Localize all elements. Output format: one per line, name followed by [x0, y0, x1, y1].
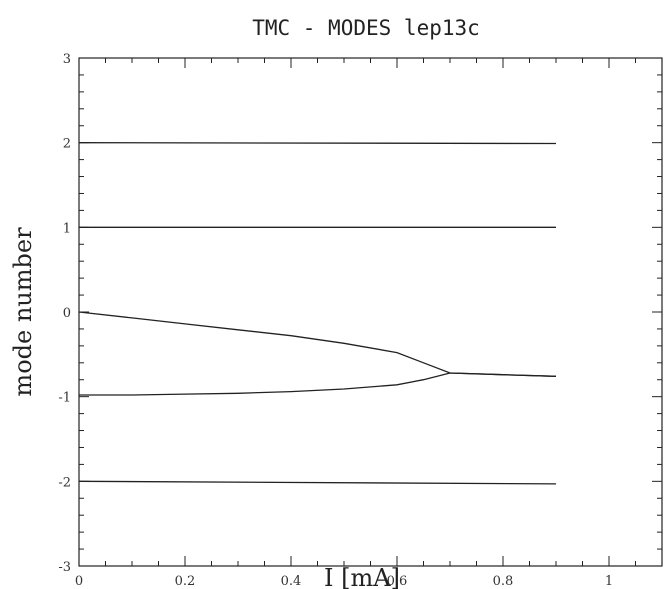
y-tick-label: -3 [58, 560, 71, 575]
x-axis-label: I [mA] [324, 564, 400, 589]
y-tick-label: 0 [63, 306, 71, 321]
y-axis-label: mode number [9, 227, 37, 397]
x-tick-label: 1 [605, 574, 613, 589]
x-tick-label: 0 [75, 574, 83, 589]
plot-frame [78, 57, 663, 567]
series-line-3 [78, 311, 557, 377]
y-tick-label: 1 [63, 221, 71, 236]
x-tick-label: 0.2 [175, 574, 196, 589]
series-line-4 [79, 372, 557, 396]
series-line-5 [78, 480, 557, 485]
x-tick-label: 0.4 [281, 574, 302, 589]
axis-ticks [78, 57, 663, 567]
y-tick-labels: 3 2 1 0 -1 -2 -3 [58, 52, 71, 575]
x-tick-label: 0.8 [493, 574, 514, 589]
y-tick-label: -2 [58, 475, 71, 490]
y-tick-label: 2 [63, 137, 71, 152]
x-tick-labels: 0 0.2 0.4 0.6 0.8 1 [75, 574, 613, 589]
chart-title: TMC - MODES lep13c [252, 16, 480, 40]
series-lines [78, 142, 557, 485]
series-line-1 [78, 142, 557, 145]
x-tick-label: 0.6 [387, 574, 408, 589]
y-tick-label: -1 [58, 391, 71, 406]
y-tick-label: 3 [63, 52, 71, 67]
